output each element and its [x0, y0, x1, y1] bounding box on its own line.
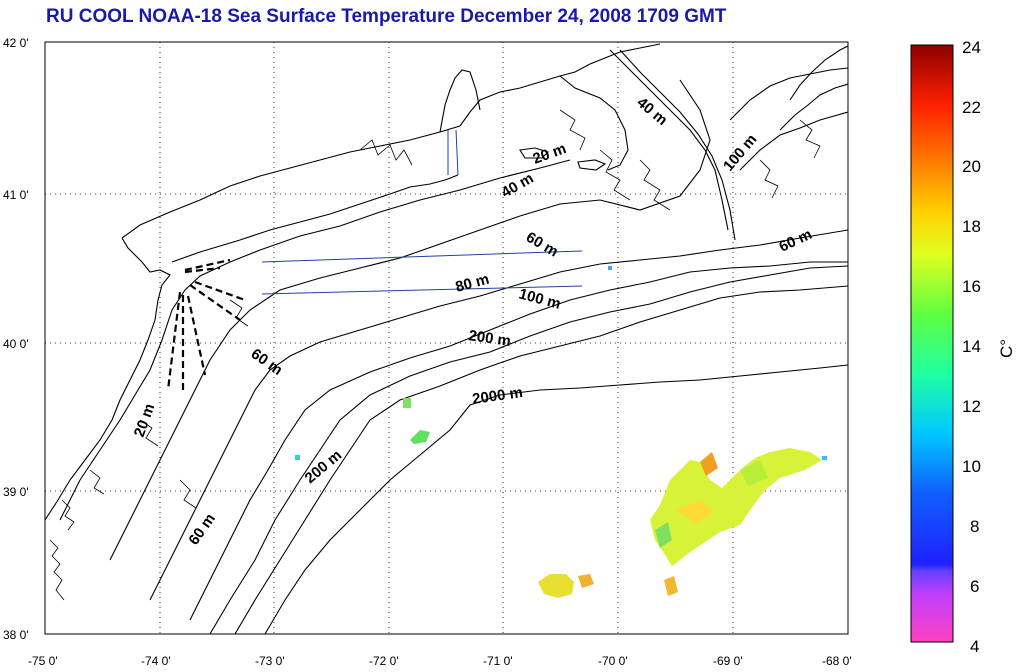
isobath-100m: [209, 265, 848, 634]
colorbar-tick: 8: [970, 517, 979, 536]
island-martha-vineyard: [519, 147, 550, 159]
sst-patch-south: [538, 574, 574, 598]
lat-label: 39 0': [3, 485, 29, 499]
lat-label: 41 0': [3, 188, 29, 202]
colorbar-tick: 6: [970, 577, 979, 596]
isobath-georges-3: [729, 67, 848, 121]
coastline-mid-atlantic: [45, 237, 171, 521]
map-title: RU COOL NOAA-18 Sea Surface Temperature …: [46, 6, 727, 27]
isobath-40m: [109, 79, 711, 561]
colorbar-tick: 16: [962, 277, 981, 296]
colorbar-tick: 24: [962, 38, 981, 57]
coastline-long-island: [171, 174, 459, 263]
lon-label: -75 0': [28, 654, 58, 668]
axis-labels: 42 0' 41 0' 40 0' 39 0' 38 0' -75 0' -74…: [3, 36, 852, 668]
isobath-60m: [149, 229, 848, 601]
coastline-connecticut: [121, 125, 461, 239]
sst-patch-west: [410, 430, 430, 444]
colorbar: [910, 44, 954, 643]
coastline-cape-cod: [559, 75, 629, 171]
colorbar-ticks: 24 22 20 18 16 14 12 10 8 6 4: [962, 38, 981, 656]
graticule: [45, 42, 848, 634]
colorbar-tick: 4: [970, 637, 979, 656]
isobath-georges-2: [619, 49, 736, 241]
isobath-20m: [59, 159, 571, 521]
isobath-200m: [234, 285, 848, 634]
colorbar-tick: 10: [962, 457, 981, 476]
colorbar-unit: C°: [997, 339, 1016, 358]
glider-transects: [261, 129, 583, 295]
colorbar-tick: 20: [962, 157, 981, 176]
colorbar-tick: 18: [962, 217, 981, 236]
lon-label: -73 0': [255, 654, 285, 668]
isobath-georges-1: [609, 49, 729, 231]
lon-label: -68 0': [822, 654, 852, 668]
lat-label: 42 0': [3, 36, 29, 50]
plot-frame: [44, 41, 849, 635]
lat-label: 40 0': [3, 337, 29, 351]
isobath-label: 200 m: [467, 327, 511, 350]
lat-label: 38 0': [3, 628, 29, 642]
sst-patch-main: [650, 448, 822, 566]
isobath-2000m: [264, 364, 848, 634]
isobath-80m: [189, 261, 848, 621]
isobath-georges-4: [739, 111, 848, 171]
sst-patches: [295, 266, 827, 598]
isobath-label: 2000 m: [471, 384, 524, 408]
sst-patch-small: [664, 576, 678, 596]
coast-detail: [49, 109, 821, 601]
lon-label: -69 0': [713, 654, 743, 668]
lon-label: -72 0': [369, 654, 399, 668]
colorbar-tick: 22: [962, 98, 981, 117]
lon-label: -70 0': [598, 654, 628, 668]
lon-label: -74 0': [141, 654, 171, 668]
lon-label: -71 0': [483, 654, 513, 668]
coastline-maine: [789, 45, 848, 101]
island-nantucket: [577, 159, 607, 171]
colorbar-tick: 14: [962, 337, 981, 356]
colorbar-tick: 12: [962, 397, 981, 416]
codar-lines: [166, 258, 246, 391]
